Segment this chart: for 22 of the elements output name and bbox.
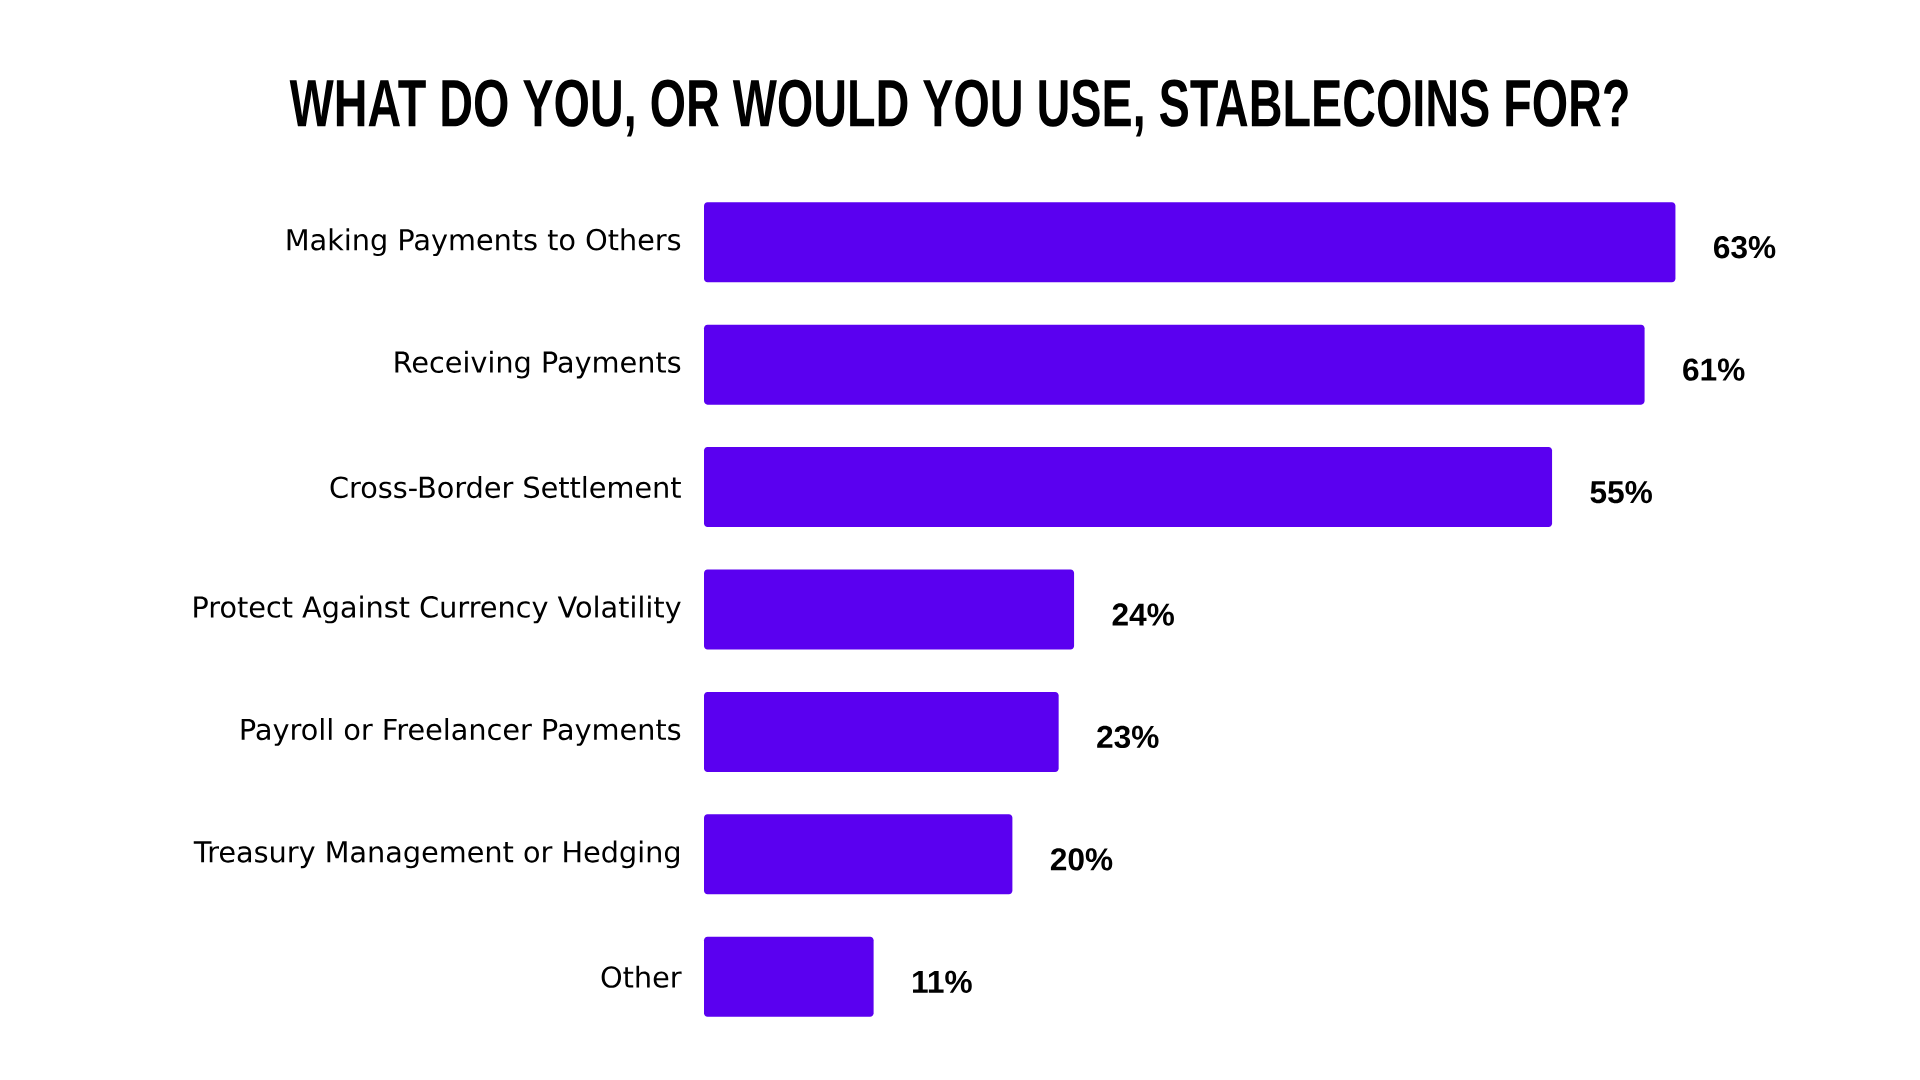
bar <box>704 202 1676 283</box>
data-label: 55% <box>1590 480 1652 504</box>
data-label: 24% <box>1112 603 1174 626</box>
bar <box>704 324 1645 405</box>
bar <box>704 691 1059 772</box>
y-tick-label: Payroll or Freelancer Payments <box>241 718 681 746</box>
bar <box>704 569 1075 650</box>
bar <box>704 447 1553 528</box>
data-label: 11% <box>913 970 972 993</box>
y-tick-label: Receiving Payments <box>395 350 681 379</box>
bar <box>704 936 874 1017</box>
y-tick-label: Other <box>601 965 682 988</box>
data-label: 20% <box>1050 848 1113 871</box>
chart-title: WHAT DO YOU, OR WOULD YOU USE, STABLECOINS FOR? <box>289 79 1628 137</box>
data-label: 63% <box>1714 235 1776 259</box>
data-label: 61% <box>1683 358 1745 381</box>
y-tick-label: Treasury Management or Hedging <box>193 840 679 869</box>
y-tick-label: Making Payments to Others <box>287 228 681 257</box>
bar <box>704 814 1013 895</box>
y-tick-label: Cross-Border Settlement <box>330 475 681 499</box>
data-label: 23% <box>1097 725 1159 749</box>
y-tick-label: Protect Against Currency Volatility <box>194 595 681 624</box>
